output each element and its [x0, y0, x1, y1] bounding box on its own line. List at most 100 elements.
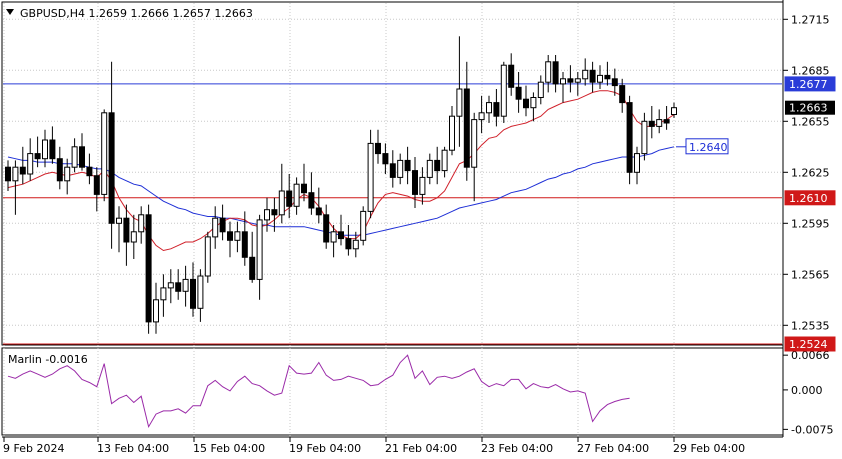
- candle-body[interactable]: [567, 78, 574, 83]
- candle-body[interactable]: [404, 159, 411, 172]
- candle-body[interactable]: [64, 166, 71, 182]
- candle-body[interactable]: [530, 97, 537, 109]
- horizontal-levels[interactable]: [3, 83, 782, 345]
- candle-body[interactable]: [108, 112, 115, 224]
- candle-body[interactable]: [604, 74, 611, 80]
- candle-body[interactable]: [648, 120, 655, 127]
- candle-body[interactable]: [634, 153, 640, 173]
- candle-body[interactable]: [463, 88, 470, 168]
- candle-body[interactable]: [523, 98, 529, 109]
- candle-body[interactable]: [345, 238, 352, 250]
- candle-body[interactable]: [175, 282, 182, 292]
- candle-body[interactable]: [86, 166, 93, 177]
- candle-body[interactable]: [352, 239, 359, 250]
- candle-body[interactable]: [190, 278, 196, 309]
- candle-body[interactable]: [256, 219, 263, 280]
- candle-body[interactable]: [145, 214, 152, 323]
- candle-body[interactable]: [663, 119, 670, 124]
- candle-body[interactable]: [42, 139, 48, 160]
- candle-body[interactable]: [671, 107, 677, 115]
- candle-body[interactable]: [227, 231, 233, 241]
- candle-body[interactable]: [574, 78, 581, 83]
- candle-body[interactable]: [397, 159, 404, 178]
- candle-body[interactable]: [182, 278, 189, 292]
- candle-body[interactable]: [116, 217, 122, 224]
- candle-body[interactable]: [204, 236, 211, 277]
- candle-body[interactable]: [130, 231, 137, 243]
- candle-body[interactable]: [219, 217, 226, 233]
- candle-body[interactable]: [5, 166, 11, 182]
- candle-body[interactable]: [375, 142, 381, 155]
- candle-body[interactable]: [434, 159, 441, 172]
- candle-body[interactable]: [508, 64, 515, 88]
- candle-body[interactable]: [234, 231, 241, 241]
- candle-body[interactable]: [611, 78, 618, 87]
- candle-body[interactable]: [582, 69, 589, 80]
- marlin-indicator: [7, 354, 630, 429]
- candle-body[interactable]: [323, 214, 330, 243]
- candle-body[interactable]: [49, 139, 56, 160]
- candle-body[interactable]: [478, 112, 485, 121]
- candle-body[interactable]: [241, 231, 248, 258]
- candle-body[interactable]: [449, 115, 455, 151]
- candle-body[interactable]: [589, 69, 596, 83]
- candle-body[interactable]: [426, 159, 433, 178]
- candle-body[interactable]: [515, 86, 522, 100]
- candle-body[interactable]: [597, 74, 603, 83]
- candle-body[interactable]: [382, 153, 389, 165]
- candle-body[interactable]: [560, 78, 566, 85]
- y-tick-label: 1.2595: [791, 217, 830, 230]
- candle-body[interactable]: [367, 142, 374, 212]
- candle-body[interactable]: [500, 64, 507, 117]
- time-axis-ticks: 9 Feb 2024 13 Feb 04:00 15 Feb 04:00 19 Feb…: [3, 437, 745, 455]
- candle-body[interactable]: [486, 102, 492, 114]
- candle-body[interactable]: [626, 102, 633, 173]
- candle-body[interactable]: [308, 192, 315, 209]
- candle-body[interactable]: [315, 207, 322, 216]
- candle-body[interactable]: [160, 287, 167, 301]
- candle-body[interactable]: [641, 120, 648, 155]
- candle-body[interactable]: [656, 119, 663, 127]
- candle-body[interactable]: [212, 217, 219, 238]
- candle-body[interactable]: [360, 210, 367, 241]
- candle-body[interactable]: [138, 214, 145, 233]
- candle-body[interactable]: [197, 275, 204, 309]
- candle-body[interactable]: [56, 158, 63, 182]
- candle-body[interactable]: [552, 61, 559, 85]
- candle-body[interactable]: [101, 112, 108, 195]
- candle-body[interactable]: [338, 231, 344, 240]
- candle-body[interactable]: [545, 61, 552, 83]
- candle-body[interactable]: [123, 217, 130, 243]
- ma-slow-tag-bg: [685, 138, 729, 155]
- candle-body[interactable]: [389, 163, 396, 178]
- candle-body[interactable]: [249, 256, 256, 280]
- candle-body[interactable]: [330, 231, 337, 243]
- candle-body[interactable]: [153, 299, 159, 323]
- candle-body[interactable]: [79, 146, 85, 168]
- candle-body[interactable]: [278, 190, 285, 216]
- candle-body[interactable]: [456, 88, 463, 117]
- candle-body[interactable]: [293, 183, 300, 207]
- candle-body[interactable]: [19, 166, 26, 175]
- candle-body[interactable]: [493, 102, 500, 117]
- candles[interactable]: [5, 36, 677, 334]
- candle-body[interactable]: [93, 175, 100, 195]
- dropdown-triangle-icon[interactable]: [6, 9, 14, 15]
- candle-body[interactable]: [27, 153, 34, 175]
- candle-body[interactable]: [167, 282, 174, 289]
- candle-body[interactable]: [412, 170, 418, 195]
- candle-body[interactable]: [271, 209, 278, 216]
- candle-body[interactable]: [419, 176, 426, 195]
- candle-body[interactable]: [441, 149, 448, 172]
- x-tick-label: 23 Feb 04:00: [481, 442, 553, 455]
- candle-body[interactable]: [12, 166, 19, 182]
- candle-body[interactable]: [34, 153, 41, 160]
- candle-body[interactable]: [286, 190, 293, 207]
- candle-body[interactable]: [301, 183, 307, 194]
- candle-body[interactable]: [619, 85, 626, 104]
- candle-body[interactable]: [264, 209, 270, 221]
- candle-body[interactable]: [537, 81, 544, 98]
- candle-body[interactable]: [471, 119, 478, 168]
- candle-body[interactable]: [71, 146, 78, 168]
